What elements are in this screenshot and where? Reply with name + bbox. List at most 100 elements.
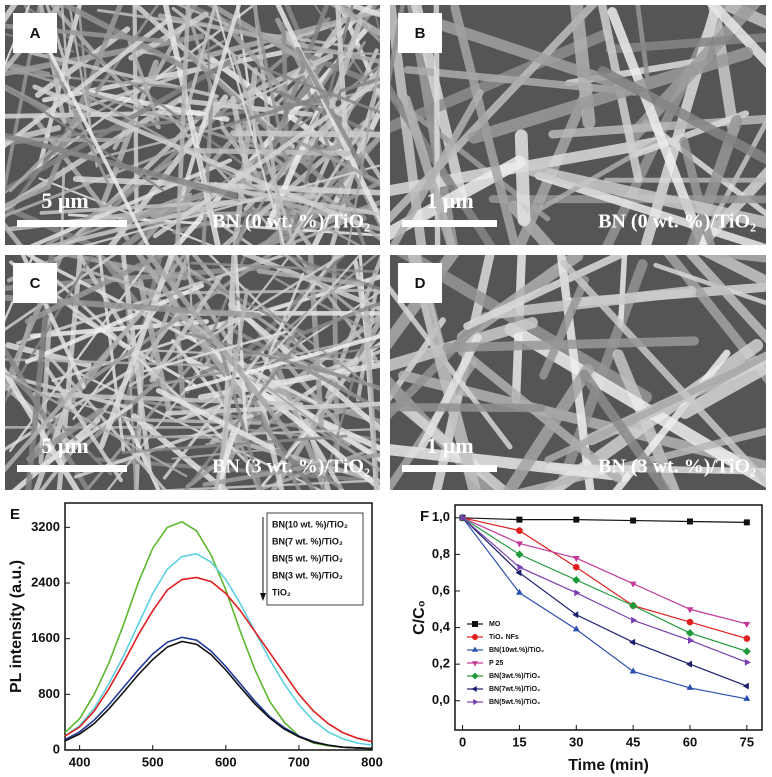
marker — [574, 589, 581, 597]
legend-text: TiO₂ — [272, 587, 291, 597]
fiber — [45, 45, 150, 245]
marker — [572, 576, 581, 584]
sem-image — [390, 5, 766, 245]
series-line — [64, 576, 373, 743]
plot-frame — [64, 502, 373, 751]
sem-image — [390, 255, 766, 490]
legend-text: MO — [489, 621, 501, 628]
marker — [686, 607, 694, 614]
fiber — [257, 65, 380, 114]
series-line — [462, 517, 748, 687]
fiber — [253, 444, 380, 490]
fiber — [685, 255, 766, 344]
legend-text: BN(10wt.%)/TiO₂ — [489, 647, 544, 654]
fiber — [5, 366, 81, 490]
fiber — [5, 5, 31, 68]
fiber — [390, 5, 598, 224]
fiber — [219, 255, 238, 490]
marker — [687, 636, 694, 644]
fiber — [5, 255, 35, 322]
marker — [460, 514, 467, 522]
fiber — [260, 133, 380, 245]
fiber — [16, 255, 290, 345]
marker — [515, 541, 523, 548]
fiber — [59, 5, 187, 70]
fiber — [212, 9, 298, 107]
fiber — [11, 417, 101, 490]
marker — [743, 519, 750, 526]
caption: BN (3 wt. %)/TiO₂ — [212, 456, 370, 478]
fiber — [560, 259, 766, 488]
marker — [572, 625, 580, 632]
marker — [515, 550, 524, 559]
fiber — [145, 255, 293, 439]
marker — [744, 658, 751, 666]
scale-bar — [402, 465, 497, 472]
series-line — [462, 517, 748, 652]
fiber — [617, 255, 628, 329]
legend-text: BN(3wt.%)/TiO₂ — [489, 673, 540, 680]
y-tick-label: 0,2 — [432, 656, 450, 671]
fiber — [502, 363, 594, 490]
y-tick-label: 0,8 — [432, 546, 450, 561]
fiber — [34, 26, 131, 98]
fiber — [30, 404, 133, 475]
legend-text: BN(10 wt. %)/TiO₂ — [272, 519, 348, 529]
fiber — [214, 5, 286, 245]
fiber — [544, 352, 766, 464]
fiber — [143, 330, 287, 373]
fiber — [238, 67, 317, 107]
y-tick-label: 0,6 — [432, 582, 450, 597]
y-axis-label: PL intensity (a.u.) — [8, 560, 25, 693]
fiber — [686, 114, 743, 245]
fiber — [340, 5, 380, 44]
fiber — [83, 164, 380, 245]
fiber — [491, 285, 697, 319]
marker — [572, 556, 580, 563]
fiber — [5, 16, 172, 149]
fiber — [5, 345, 91, 490]
scale-bar — [402, 220, 497, 227]
series-line — [64, 640, 373, 750]
panel-label-box — [398, 13, 442, 53]
marker — [686, 683, 694, 690]
y-axis-label: C/C₀ — [411, 600, 428, 635]
fiber — [60, 167, 66, 245]
legend-marker — [471, 672, 479, 680]
fiber — [179, 5, 241, 201]
fiber — [390, 311, 490, 420]
fiber — [390, 29, 611, 134]
panel-label-box — [13, 13, 57, 53]
fiber — [33, 255, 187, 453]
x-axis-label: Time (min) — [568, 757, 649, 774]
fiber — [597, 5, 643, 183]
panel-label: B — [415, 25, 426, 42]
fiber — [72, 176, 380, 196]
fiber — [226, 325, 380, 412]
fiber — [202, 452, 380, 487]
fiber — [233, 255, 249, 441]
fiber — [123, 416, 161, 490]
fiber — [450, 5, 520, 245]
fiber — [328, 18, 363, 110]
y-tick-label: 0,4 — [432, 619, 451, 634]
fiber — [155, 387, 276, 452]
fiber — [8, 113, 88, 193]
legend-marker — [473, 698, 479, 706]
fiber — [230, 95, 253, 187]
fiber — [282, 132, 380, 245]
fiber — [166, 255, 306, 352]
fiber — [653, 262, 766, 306]
fiber — [164, 401, 380, 416]
scale-bar — [17, 220, 127, 227]
fiber — [270, 330, 380, 476]
fiber — [605, 32, 766, 54]
sem-image — [5, 5, 380, 245]
fiber — [98, 255, 126, 452]
fiber — [185, 357, 380, 452]
panel-label-box — [398, 263, 442, 303]
legend-marker — [471, 646, 479, 652]
legend-text: TiO₂ NFs — [489, 634, 519, 641]
legend-box — [266, 512, 364, 606]
legend-text: BN(5 wt. %)/TiO₂ — [272, 553, 343, 563]
